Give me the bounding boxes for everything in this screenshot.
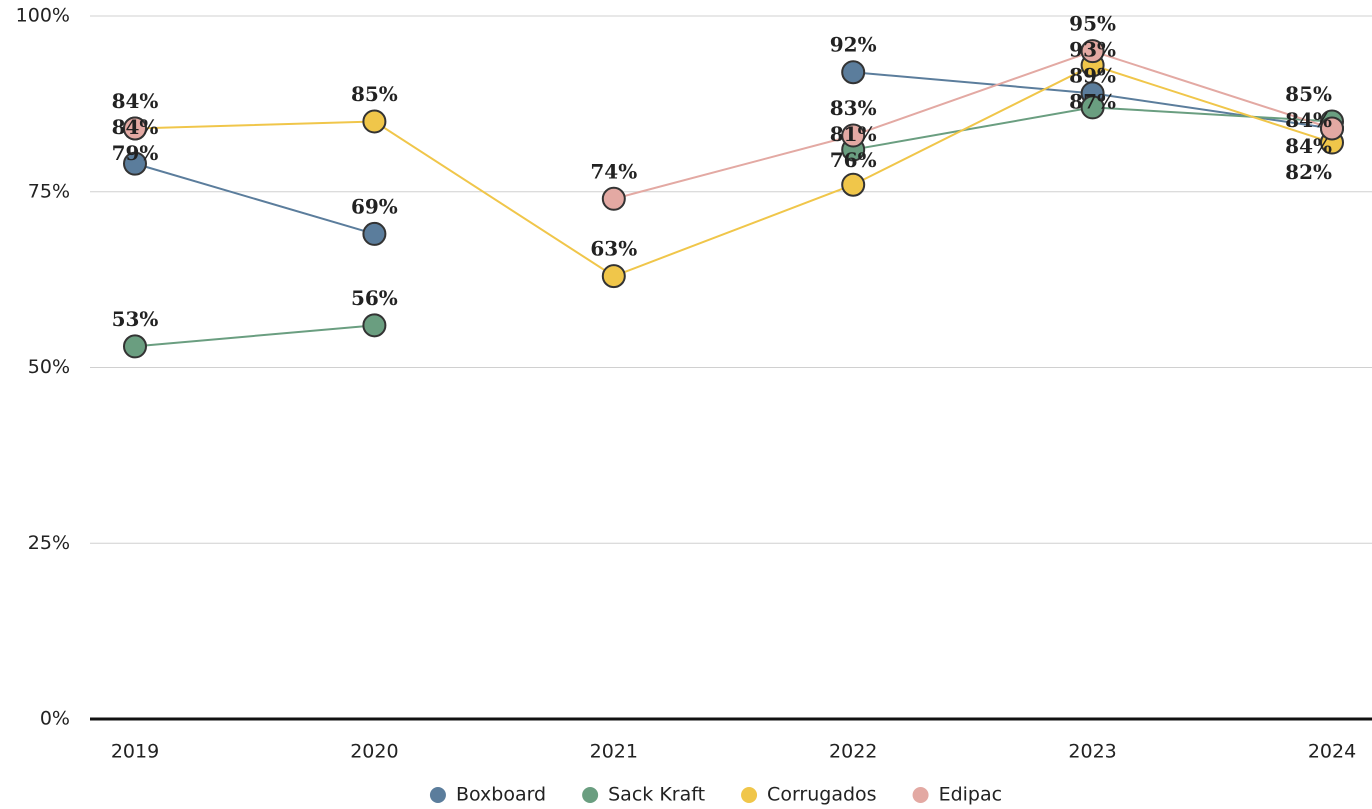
y-tick-label: 100% [16, 5, 70, 27]
data-label: 85% [1285, 82, 1332, 106]
data-label: 74% [590, 159, 637, 183]
x-tick-label: 2020 [350, 741, 398, 763]
legend-label: Sack Kraft [608, 784, 705, 806]
legend-swatch [429, 787, 446, 803]
series-line [613, 50, 1333, 200]
data-label: 95% [1069, 12, 1116, 36]
data-label: 53% [112, 307, 159, 331]
data-label: 79% [112, 141, 159, 165]
data-point [362, 109, 387, 134]
data-point [123, 151, 147, 176]
data-point [841, 172, 866, 197]
legend-label: Corrugados [767, 784, 877, 806]
x-tick-label: 2021 [590, 741, 638, 763]
data-point [362, 221, 387, 246]
data-label: 85% [351, 82, 398, 106]
legend-swatch [582, 787, 599, 803]
data-point [601, 264, 626, 289]
data-label: 82% [1285, 160, 1332, 184]
data-point [1080, 39, 1105, 64]
series-line [134, 106, 1333, 348]
data-point [841, 123, 866, 148]
data-label: 84% [1285, 134, 1332, 158]
data-label: 84% [1285, 108, 1332, 132]
data-label: 92% [830, 33, 877, 57]
data-point [841, 60, 866, 85]
data-point [123, 334, 147, 359]
x-tick-label: 2024 [1308, 741, 1356, 763]
data-label: 56% [351, 286, 398, 310]
data-label: 83% [830, 96, 877, 120]
data-label: 93% [1069, 38, 1116, 62]
y-tick-label: 25% [28, 532, 70, 554]
legend-label: Boxboard [456, 784, 546, 806]
x-tick-label: 2023 [1068, 741, 1116, 763]
data-point [362, 313, 387, 338]
data-label: 84% [112, 115, 159, 139]
legend-swatch [741, 787, 758, 803]
y-tick-label: 50% [28, 356, 70, 378]
data-point [1080, 95, 1105, 120]
y-tick-label: 0% [40, 708, 70, 730]
series-line [134, 71, 1333, 235]
data-label: 76% [830, 148, 877, 172]
data-point [601, 186, 626, 211]
data-point [1320, 116, 1344, 141]
legend-swatch [912, 787, 929, 803]
data-label: 89% [1069, 64, 1116, 88]
series-line [134, 64, 1333, 278]
x-tick-label: 2019 [111, 741, 159, 763]
y-tick-label: 75% [28, 180, 70, 202]
legend: Boxboard Sack Kraft Corrugados Edipac [429, 784, 1003, 806]
data-label: 81% [830, 122, 877, 146]
legend-label: Edipac [939, 784, 1003, 806]
data-label: 69% [351, 194, 398, 218]
data-label: 63% [590, 237, 637, 261]
x-tick-label: 2022 [829, 741, 877, 763]
data-label: 84% [112, 89, 159, 113]
data-point [123, 116, 147, 141]
data-label: 87% [1069, 90, 1116, 114]
